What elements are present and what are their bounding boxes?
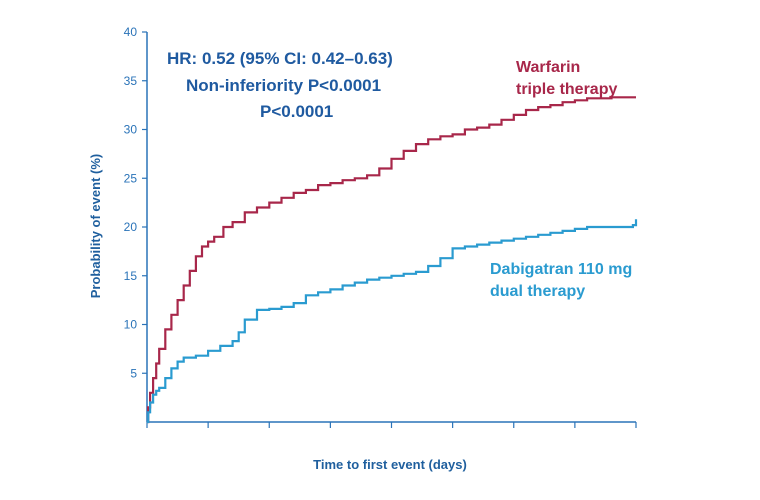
series-line-warfarin [147, 96, 636, 424]
x-axis-label: Time to first event (days) [313, 457, 467, 472]
x-tick-group [146, 422, 637, 428]
series-group [147, 96, 638, 424]
annotation-hr: HR: 0.52 (95% CI: 0.42–0.63) [167, 49, 393, 68]
y-axis-label: Probability of event (%) [88, 154, 103, 298]
y-tick-label: 40 [124, 25, 138, 39]
series-label-warfarin-line2: triple therapy [516, 81, 617, 98]
series-label-dabigatran-line2: dual therapy [490, 283, 585, 300]
y-tick-label: 30 [124, 123, 138, 137]
y-tick-group: 5 10 15 20 25 30 35 40 [124, 25, 147, 380]
annotation-p-value: P<0.0001 [260, 102, 333, 121]
y-tick-label: 15 [124, 269, 138, 283]
series-label-warfarin-line1: Warfarin [516, 59, 580, 76]
annotation-noninferiority: Non-inferiority P<0.0001 [186, 76, 381, 95]
y-tick-label: 35 [124, 74, 138, 88]
y-tick-label: 25 [124, 171, 138, 185]
y-tick-label: 10 [124, 318, 138, 332]
series-label-dabigatran-line1: Dabigatran 110 mg [490, 261, 632, 278]
y-tick-label: 20 [124, 220, 138, 234]
series-line-dabigatran [147, 219, 638, 424]
y-tick-label: 5 [130, 366, 137, 380]
